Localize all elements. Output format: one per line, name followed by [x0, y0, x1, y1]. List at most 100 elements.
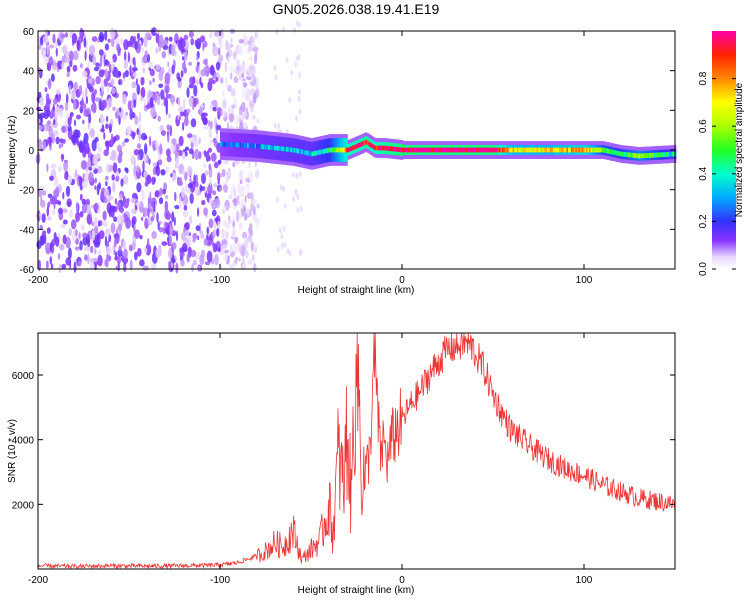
heatmap-noise-cell — [49, 175, 54, 181]
heatmap-noise-cell — [47, 193, 53, 198]
heatmap-noise-cell — [224, 249, 229, 254]
heatmap-signal-core — [449, 147, 452, 153]
heatmap-noise-cell — [52, 103, 55, 112]
x-tick-label: 0 — [399, 575, 405, 586]
heatmap-noise-cell — [39, 112, 46, 119]
heatmap-noise-cell — [203, 163, 207, 168]
heatmap-noise-cell — [134, 115, 139, 126]
heatmap-noise-cell — [133, 99, 137, 108]
heatmap-noise-cell — [180, 38, 186, 49]
heatmap-noise-cell — [191, 263, 195, 272]
heatmap-noise-cell — [220, 173, 223, 178]
heatmap-noise-cell — [52, 33, 56, 44]
heatmap-noise-cell — [195, 225, 201, 232]
heatmap-signal-core — [248, 143, 251, 148]
snr-series-line — [37, 332, 675, 570]
heatmap-signal-core — [608, 149, 611, 154]
heatmap-noise-cell — [283, 202, 287, 209]
heatmap-noise-cell — [75, 211, 81, 222]
heatmap-noise-cell — [244, 195, 247, 203]
heatmap-signal-core — [271, 145, 273, 150]
heatmap-signal-core — [653, 152, 656, 158]
heatmap-noise-cell — [203, 238, 208, 246]
heatmap-signal-core — [245, 143, 248, 148]
heatmap-noise-cell — [39, 224, 43, 230]
heatmap-signal-core — [230, 142, 233, 147]
heatmap-noise-cell — [219, 77, 224, 84]
heatmap-noise-cell — [197, 207, 200, 217]
heatmap-noise-cell — [183, 66, 187, 74]
heatmap-noise-cell — [209, 103, 214, 110]
heatmap-signal-core — [659, 152, 662, 158]
heatmap-noise-cell — [276, 246, 280, 253]
heatmap-noise-cell — [148, 91, 154, 98]
heatmap-noise-cell — [122, 175, 129, 185]
heatmap-noise-cell — [164, 221, 168, 229]
heatmap-noise-cell — [190, 38, 194, 46]
heatmap-noise-cell — [236, 58, 241, 67]
heatmap-noise-cell — [167, 212, 171, 221]
heatmap-noise-cell — [249, 223, 253, 230]
heatmap-noise-cell — [154, 140, 159, 149]
heatmap-noise-cell — [199, 36, 206, 42]
heatmap-signal-core — [232, 142, 234, 148]
heatmap-signal-core — [580, 147, 582, 153]
heatmap-signal-core — [664, 152, 666, 157]
heatmap-noise-cell — [123, 248, 128, 260]
heatmap-noise-cell — [144, 143, 148, 155]
heatmap-noise-cell — [104, 235, 108, 247]
heatmap-signal-core — [334, 147, 336, 153]
heatmap-signal-core — [328, 147, 330, 153]
heatmap-signal-core — [470, 147, 473, 153]
heatmap-noise-cell — [101, 220, 105, 226]
heatmap-signal-core — [560, 147, 563, 153]
heatmap-noise-cell — [247, 40, 252, 46]
heatmap-noise-cell — [245, 250, 249, 259]
heatmap-signal-core — [301, 149, 303, 155]
heatmap-noise-cell — [54, 106, 61, 118]
heatmap-signal-core — [316, 150, 318, 156]
heatmap-noise-cell — [92, 165, 95, 171]
heatmap-signal-core — [503, 147, 506, 153]
heatmap-signal-core — [509, 147, 512, 153]
heatmap-signal-core — [317, 150, 320, 155]
heatmap-noise-cell — [178, 115, 182, 121]
heatmap-noise-cell — [175, 157, 180, 168]
heatmap-signal-core — [547, 147, 549, 153]
heatmap-noise-cell — [171, 64, 175, 75]
heatmap-noise-cell — [224, 61, 228, 73]
heatmap-noise-cell — [50, 110, 53, 118]
heatmap-signal-core — [619, 151, 621, 157]
heatmap-noise-cell — [221, 248, 225, 253]
heatmap-noise-cell — [83, 37, 87, 48]
heatmap-signal-core — [581, 147, 584, 153]
heatmap-noise-cell — [161, 241, 168, 247]
heatmap-noise-cell — [85, 198, 91, 207]
heatmap-noise-cell — [254, 169, 260, 179]
x-tick-label: -200 — [28, 275, 48, 286]
heatmap-noise-cell — [175, 262, 179, 274]
heatmap-noise-cell — [193, 98, 197, 108]
heatmap-noise-cell — [248, 99, 255, 108]
heatmap-noise-cell — [118, 245, 122, 252]
heatmap-noise-cell — [215, 133, 219, 142]
heatmap-noise-cell — [155, 32, 160, 44]
heatmap-noise-cell — [62, 208, 68, 214]
heatmap-noise-cell — [51, 195, 58, 205]
heatmap-noise-cell — [47, 216, 52, 221]
heatmap-signal-core — [326, 148, 329, 153]
heatmap-signal-core — [571, 147, 573, 153]
heatmap-noise-cell — [188, 148, 194, 155]
heatmap-signal-core — [512, 147, 515, 153]
heatmap-noise-cell — [250, 228, 253, 237]
heatmap-noise-cell — [170, 173, 173, 178]
heatmap-signal-core — [574, 147, 576, 153]
heatmap-noise-cell — [171, 242, 177, 250]
heatmap-signal-core — [607, 148, 609, 154]
heatmap-signal-core — [313, 151, 315, 156]
heatmap-noise-cell — [282, 26, 286, 33]
heatmap-noise-cell — [47, 136, 53, 145]
heatmap-noise-cell — [82, 232, 88, 239]
heatmap-noise-cell — [147, 207, 150, 218]
heatmap-signal-core — [526, 147, 528, 153]
